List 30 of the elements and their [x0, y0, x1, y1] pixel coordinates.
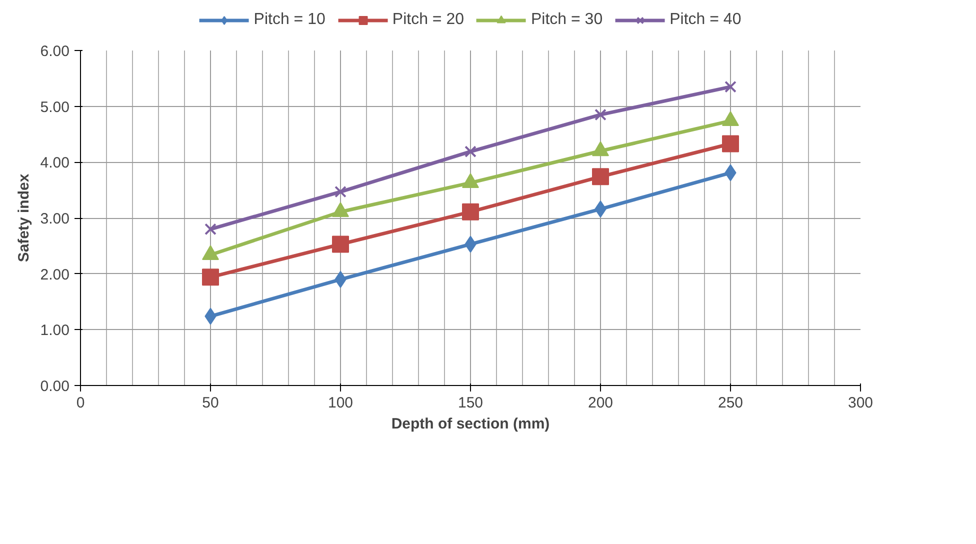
x-tick-label: 0	[76, 394, 85, 412]
y-tick-label: 4.00	[40, 154, 70, 172]
y-tick-label: 0.00	[40, 378, 70, 395]
point	[724, 80, 736, 93]
x-tick-label: 300	[848, 394, 874, 412]
y-axis-title: Safety index	[15, 173, 32, 262]
legend-label: Pitch = 10	[254, 11, 326, 29]
point	[594, 108, 606, 121]
point	[592, 168, 609, 186]
point	[204, 223, 216, 236]
y-tick-label: 6.00	[40, 43, 70, 60]
point	[722, 135, 739, 152]
legend-label: Pitch = 30	[531, 11, 603, 29]
y-tick-label: 3.00	[40, 210, 70, 228]
point	[464, 146, 476, 158]
x-tick-label: 50	[202, 394, 219, 412]
y-tick-label: 5.00	[40, 98, 70, 116]
y-tick-label: 1.00	[40, 322, 70, 340]
legend-label: Pitch = 20	[392, 11, 464, 29]
x-axis-title: Depth of section (mm)	[391, 416, 550, 432]
point	[332, 236, 349, 253]
point	[462, 203, 479, 220]
x-tick-label: 150	[458, 394, 484, 412]
x-tick-label: 250	[718, 394, 744, 412]
x-tick-label: 200	[588, 394, 614, 412]
y-tick-label: 2.00	[40, 266, 70, 284]
point	[202, 268, 219, 286]
legend-label: Pitch = 40	[670, 11, 742, 29]
point	[334, 186, 346, 198]
x-tick-label: 100	[328, 394, 354, 412]
